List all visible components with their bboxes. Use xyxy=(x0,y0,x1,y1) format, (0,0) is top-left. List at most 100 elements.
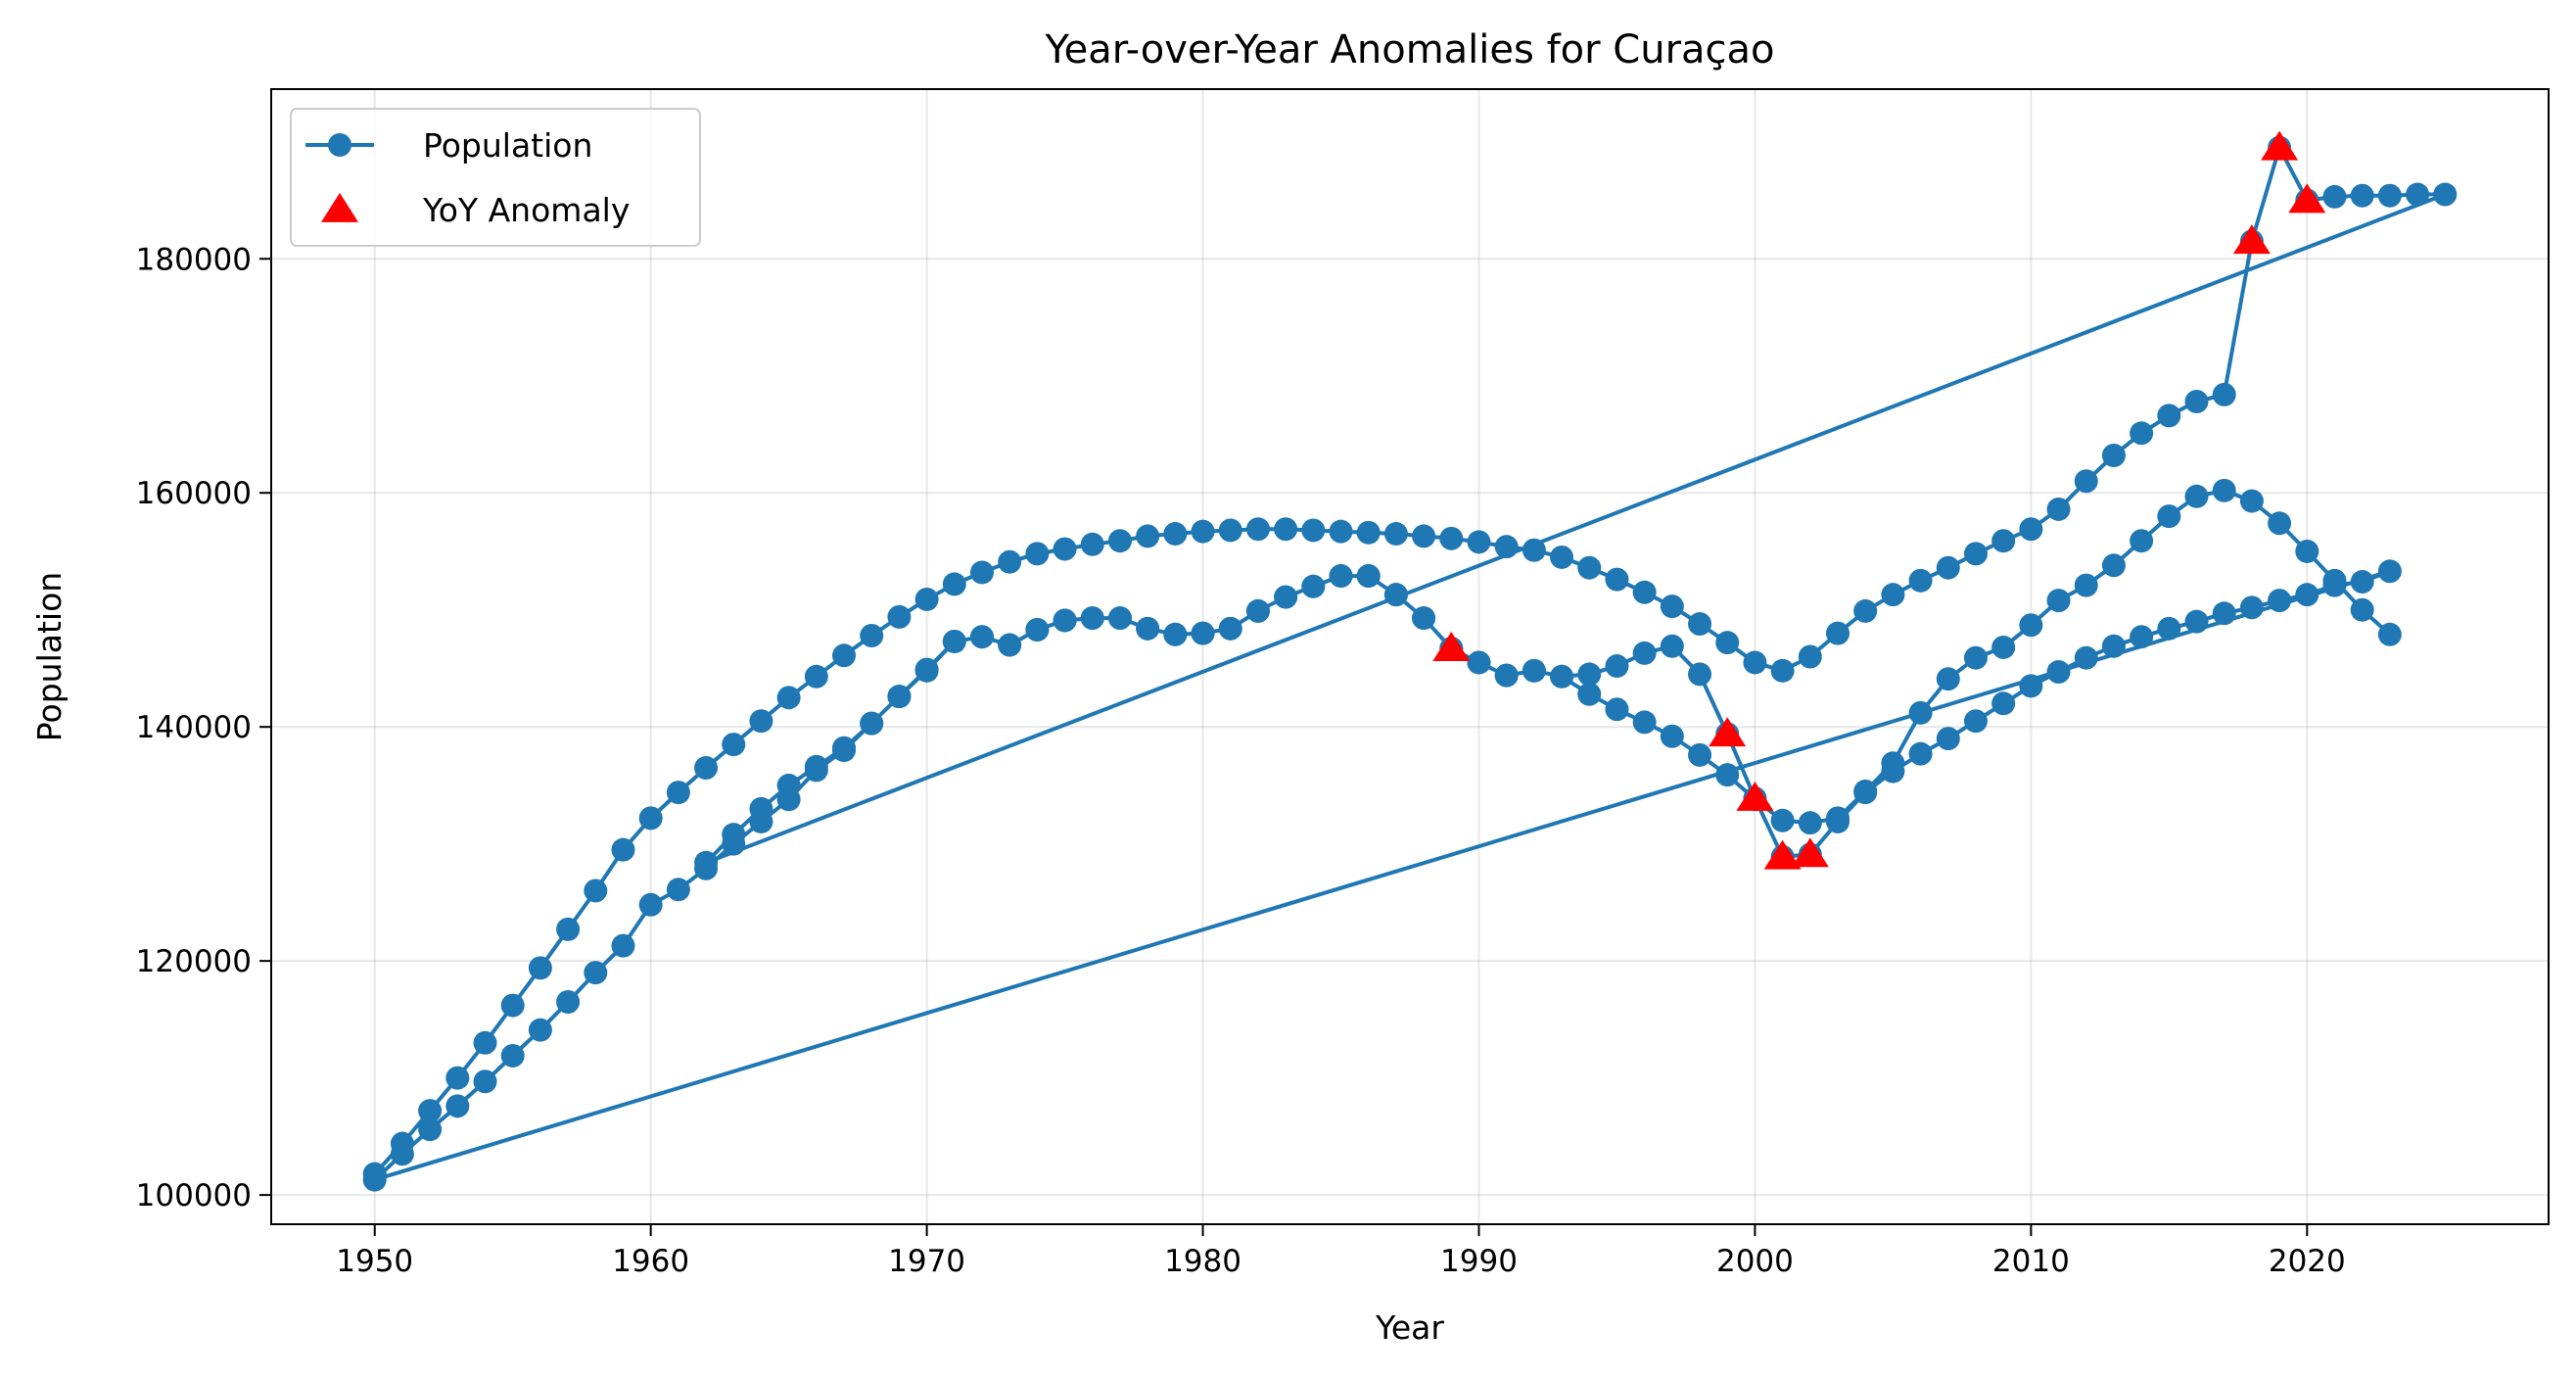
population-point xyxy=(2350,183,2374,208)
population-point xyxy=(500,1043,525,1068)
plot-frame xyxy=(270,88,2550,1225)
population-point xyxy=(1383,583,1408,607)
population-point xyxy=(887,685,912,709)
y-axis-label: Population xyxy=(30,572,69,741)
population-point xyxy=(1025,618,1050,642)
anomaly-marker xyxy=(1763,839,1802,870)
population-point xyxy=(1107,529,1132,553)
population-point xyxy=(666,781,690,805)
population-point xyxy=(1881,583,1905,607)
legend-anomaly-swatch xyxy=(321,192,358,222)
grid xyxy=(271,89,2549,1224)
population-point xyxy=(804,758,828,783)
population-point xyxy=(1632,710,1657,735)
population-point xyxy=(1963,709,1988,734)
population-point xyxy=(1577,555,1602,580)
y-tick-label: 100000 xyxy=(136,1178,252,1213)
population-point xyxy=(722,733,746,757)
population-point xyxy=(1660,594,1684,619)
x-tick-label: 2010 xyxy=(1992,1244,2070,1279)
population-point xyxy=(832,643,857,668)
population-point xyxy=(1191,519,1215,544)
population-point xyxy=(1798,811,1822,835)
population-point xyxy=(1329,564,1353,589)
anomaly-marker xyxy=(2232,224,2271,255)
population-point xyxy=(1274,585,1298,609)
population-point xyxy=(2239,489,2264,513)
population-point xyxy=(500,993,525,1018)
population-point xyxy=(2268,589,2292,613)
population-point xyxy=(1412,606,1436,631)
population-point xyxy=(1522,538,1546,562)
population-point xyxy=(969,560,994,585)
population-point xyxy=(611,933,635,958)
population-point xyxy=(1522,658,1546,683)
population-point xyxy=(2295,539,2319,563)
population-point xyxy=(1494,663,1519,688)
population-point xyxy=(1439,526,1464,550)
population-point xyxy=(1963,542,1988,566)
population-point xyxy=(1301,574,1326,598)
population-point xyxy=(2268,511,2292,536)
population-point xyxy=(2184,390,2209,414)
population-point xyxy=(1136,524,1160,548)
population-point xyxy=(694,856,719,880)
population-point xyxy=(2157,404,2181,428)
y-tick-label: 140000 xyxy=(136,710,252,745)
population-point xyxy=(390,1142,414,1166)
population-point xyxy=(914,587,939,611)
legend: Population YoY Anomaly xyxy=(290,108,701,247)
population-point xyxy=(1688,662,1712,687)
population-point xyxy=(1274,517,1298,542)
population-point xyxy=(2295,583,2319,607)
population-point xyxy=(1550,664,1574,689)
population-point xyxy=(1853,598,1878,623)
anomaly-marker xyxy=(1432,632,1471,661)
anomaly-marker xyxy=(1791,837,1829,868)
population-point xyxy=(2130,625,2154,649)
population-point xyxy=(2350,570,2374,594)
population-point xyxy=(1245,598,1270,623)
y-tick-label: 120000 xyxy=(136,944,252,979)
population-point xyxy=(1080,606,1104,631)
population-point xyxy=(1715,631,1740,655)
population-point xyxy=(1577,682,1602,706)
population-point xyxy=(969,625,994,649)
population-point xyxy=(2046,497,2071,521)
population-point xyxy=(1770,658,1795,683)
population-point xyxy=(860,623,884,647)
x-tick-label: 1970 xyxy=(888,1244,965,1279)
population-point xyxy=(1412,524,1436,548)
population-point xyxy=(2101,443,2126,467)
population-point xyxy=(776,787,801,812)
population-point xyxy=(1191,621,1215,645)
population-point xyxy=(556,917,581,941)
population-point xyxy=(584,879,608,903)
population-point xyxy=(2074,645,2098,670)
population-point xyxy=(694,756,719,781)
population-point xyxy=(1715,763,1740,787)
population-point xyxy=(445,1066,470,1090)
population-point xyxy=(1936,727,1960,751)
population-point xyxy=(1660,724,1684,748)
population-point xyxy=(2130,421,2154,446)
population-point xyxy=(2157,616,2181,641)
population-point xyxy=(749,709,773,734)
population-point xyxy=(2377,622,2402,646)
population-point xyxy=(2350,597,2374,622)
population-point xyxy=(1826,621,1850,645)
population-point xyxy=(556,989,581,1014)
population-point xyxy=(1688,612,1712,637)
population-point xyxy=(998,549,1022,574)
x-tick-label: 1990 xyxy=(1440,1244,1518,1279)
population-point xyxy=(1356,564,1381,589)
anomaly-marker xyxy=(1709,717,1747,747)
anomaly-marker xyxy=(1736,781,1774,811)
y-tick-label: 160000 xyxy=(136,476,252,511)
population-point xyxy=(2239,595,2264,620)
population-point xyxy=(1301,518,1326,543)
legend-marker-swatch xyxy=(328,133,351,157)
population-point xyxy=(528,956,552,980)
population-point xyxy=(860,711,884,736)
